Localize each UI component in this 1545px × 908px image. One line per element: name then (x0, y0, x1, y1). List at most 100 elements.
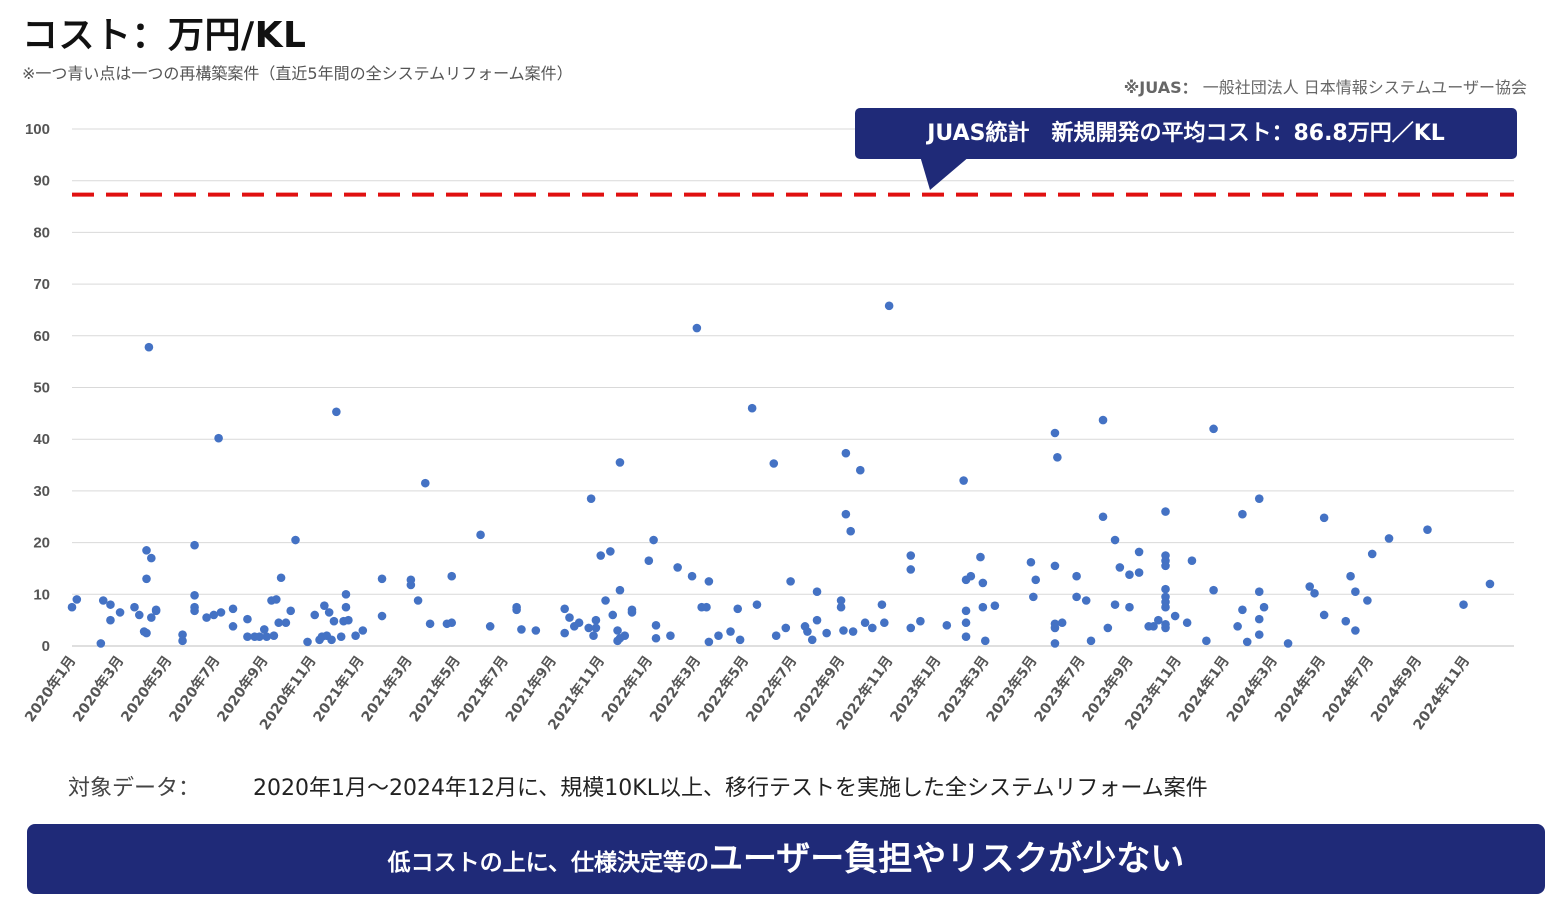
data-point (860, 618, 870, 628)
data-point (178, 630, 187, 639)
data-point (476, 530, 485, 540)
data-point (747, 403, 757, 413)
data-point (243, 614, 252, 624)
data-point (704, 637, 714, 647)
data-point (1485, 579, 1495, 589)
data-point (1161, 584, 1170, 594)
data-point (1098, 415, 1108, 425)
y-tick-label: 20 (33, 535, 50, 552)
data-point (1351, 587, 1360, 597)
data-point (771, 631, 781, 640)
data-point (67, 602, 77, 612)
data-point (1310, 588, 1319, 598)
banner-small-text: 低コストの上に、仕様決定等の (387, 850, 709, 876)
data-point (329, 616, 339, 626)
data-point (961, 606, 971, 616)
data-point (139, 627, 149, 636)
data-point (687, 571, 697, 581)
data-point (613, 626, 622, 635)
data-point (1238, 509, 1247, 519)
data-point (649, 535, 658, 545)
y-tick-label: 70 (33, 276, 50, 293)
data-point (574, 618, 584, 628)
data-point (807, 635, 817, 645)
scatter-chart: 01020304050607080901002020年1月2020年3月2020… (21, 121, 1514, 733)
data-point (190, 540, 199, 550)
y-tick-label: 30 (33, 483, 50, 500)
data-point (589, 631, 598, 640)
data-point (846, 526, 855, 536)
data-point (447, 571, 457, 581)
data-point (274, 618, 283, 628)
data-point (906, 551, 916, 560)
data-point (1202, 636, 1211, 646)
data-point (966, 571, 976, 581)
summary-banner: 低コストの上に、仕様決定等のユーザー負担やリスクが少ない (27, 824, 1545, 894)
data-point (1050, 639, 1060, 648)
data-point (702, 602, 711, 612)
data-point (1125, 602, 1134, 612)
data-point (214, 433, 223, 443)
data-point (1081, 596, 1091, 605)
source-prefix: ※JUAS： (1123, 78, 1198, 97)
data-point (517, 625, 526, 634)
data-point (1149, 622, 1158, 631)
target-data-label: 対象データ： (68, 776, 201, 801)
data-point (1254, 494, 1264, 503)
data-point (512, 602, 521, 612)
data-point (358, 626, 368, 635)
data-point (978, 578, 988, 588)
data-point (584, 623, 594, 633)
target-data-note: 対象データ： 2020年1月～2024年12月に、規模10KL以上、移行テストを実… (68, 770, 1208, 802)
data-point (1283, 639, 1293, 648)
data-point (1341, 616, 1351, 626)
data-point (276, 573, 286, 583)
data-point (115, 608, 125, 617)
data-point (190, 606, 199, 616)
data-point (666, 631, 675, 640)
data-point (1209, 585, 1218, 595)
data-point (1351, 626, 1360, 635)
data-point (281, 618, 291, 628)
data-point (1134, 547, 1144, 557)
data-point (726, 627, 735, 636)
data-point (733, 604, 743, 614)
data-point (615, 458, 625, 467)
data-point (651, 633, 661, 643)
data-point (1319, 610, 1329, 620)
data-point (130, 602, 139, 612)
data-point (855, 465, 865, 475)
data-point (769, 459, 779, 468)
y-tick-label: 60 (33, 328, 50, 345)
data-point (336, 632, 346, 641)
average-cost-callout: JUAS統計 新規開発の平均コスト：86.8万円／KL (855, 108, 1517, 159)
data-point (976, 552, 985, 562)
data-point (209, 610, 219, 620)
data-point (531, 626, 541, 635)
data-point (880, 618, 889, 628)
data-point (601, 596, 610, 605)
data-point (351, 631, 360, 640)
data-point (1233, 622, 1242, 631)
data-point (812, 615, 822, 625)
data-point (320, 601, 329, 610)
data-point (1238, 605, 1247, 615)
data-point (1363, 596, 1372, 605)
data-point (332, 407, 341, 417)
data-point (96, 639, 106, 648)
data-point (344, 615, 353, 625)
data-point (822, 628, 831, 638)
data-point (704, 577, 714, 586)
data-point (1346, 571, 1355, 581)
data-point (142, 546, 151, 555)
data-point (406, 580, 416, 590)
data-point (884, 301, 894, 311)
data-point (615, 585, 625, 595)
data-point (151, 606, 161, 616)
data-point (1050, 428, 1060, 438)
data-point (1384, 534, 1394, 543)
data-point (147, 613, 156, 622)
data-point (836, 596, 846, 605)
data-point (178, 636, 187, 646)
data-point (673, 563, 682, 572)
